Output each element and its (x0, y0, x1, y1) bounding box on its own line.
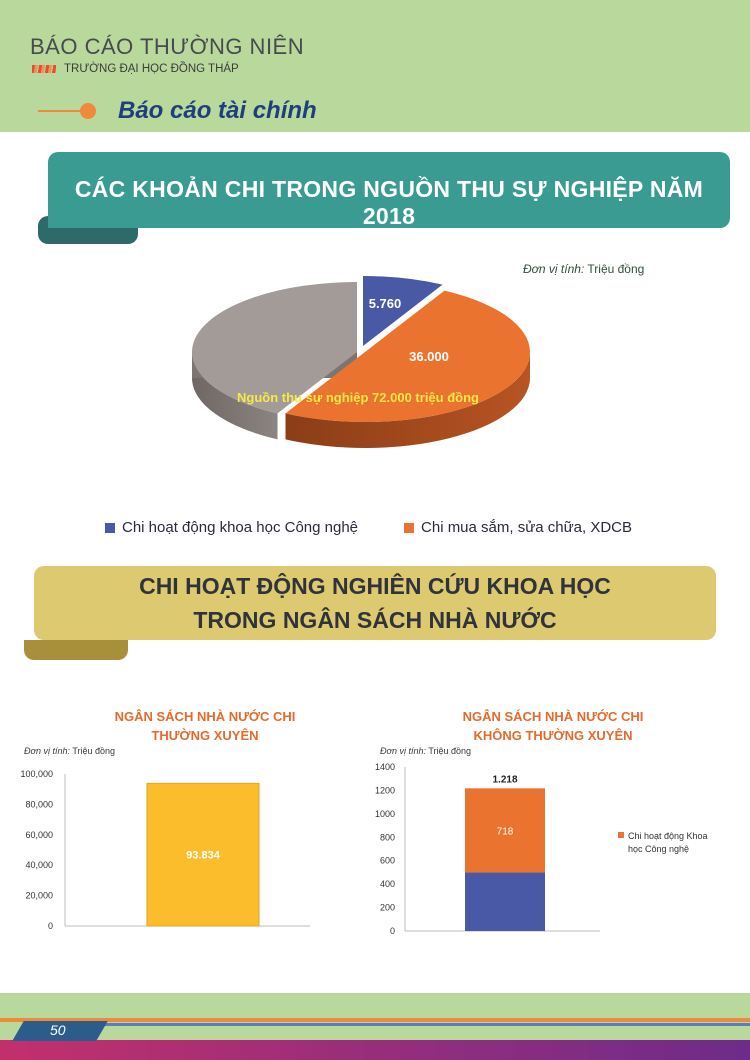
bar2-title-line1: NGÂN SÁCH NHÀ NƯỚC CHI (462, 709, 644, 724)
pie-unit-value: Triệu đồng (587, 262, 645, 276)
bar2-title: NGÂN SÁCH NHÀ NƯỚC CHI KHÔNG THƯỜNG XUYÊ… (408, 707, 698, 745)
bar1-unit-italic: Đơn vị tính: (24, 746, 70, 756)
legend-swatch-orange (404, 522, 415, 533)
bar2-ytick-label: 400 (380, 879, 395, 889)
bar1-ytick-label: 100,000 (20, 769, 53, 779)
banner1-title: CÁC KHOẢN CHI TRONG NGUỒN THU SỰ NGHIỆP … (74, 176, 704, 229)
footer-stripe (0, 1018, 750, 1022)
pie-slice-0 (363, 276, 443, 346)
bar-chart-irregular: 0 200 400 600 800 1000 1200 1400 718 1.218 Chi hoạ… (375, 762, 708, 936)
pie-slice-side-1 (285, 352, 530, 448)
bar2-segment-0 (465, 872, 545, 931)
pie-legend-item-1: Chi hoạt động khoa học Công nghệ (122, 519, 359, 536)
bar2-legend-text-line2: học Công nghệ (628, 844, 689, 854)
bar2-ytick-label: 0 (390, 926, 395, 936)
pie-center-label: Nguồn thu sự nghiệp 72.000 triệu đồng (237, 390, 479, 405)
banner2 (34, 566, 716, 640)
bar2-total-label: 1.218 (492, 774, 517, 785)
pie-unit-italic: Đơn vị tính: (523, 262, 585, 276)
footer-stripe-blue (100, 1023, 750, 1026)
bar2-ytick-label: 200 (380, 903, 395, 913)
bar2-ytick-label: 600 (380, 856, 395, 866)
bar1-ytick-label: 0 (48, 921, 53, 931)
bar1-ytick-label: 80,000 (25, 799, 53, 809)
bar2-legend-swatch (618, 832, 624, 838)
pie-label-science: 5.760 (369, 296, 402, 311)
bar1-ytick-label: 20,000 (25, 891, 53, 901)
bar2-segment-1 (465, 788, 545, 873)
bar2-unit: Đơn vị tính: Triệu đồng (380, 746, 471, 756)
bar2-legend-text-line1: Chi hoạt động Khoa (628, 831, 708, 841)
legend-swatch-blue (105, 522, 115, 533)
pie-slice-1 (285, 290, 530, 422)
bar1-data-label: 93.834 (186, 850, 221, 862)
pie-legend: Chi hoạt động khoa học Công nghệ Chi mua… (105, 519, 632, 536)
bar1-unit-value: Triệu đồng (72, 746, 116, 756)
pie-slice-side-2 (192, 352, 278, 440)
section-rule (38, 110, 88, 112)
pie-unit-label: Đơn vị tính: Triệu đồng (523, 262, 644, 276)
school-line: TRƯỜNG ĐẠI HỌC ĐỒNG THÁP (32, 62, 239, 76)
bar2-segment-label: 718 (497, 826, 514, 837)
pie-slice-2 (191, 282, 357, 414)
bar2-unit-italic: Đơn vị tính: (380, 746, 426, 756)
banner2-title-line2: TRONG NGÂN SÁCH NHÀ NƯỚC (193, 607, 557, 633)
bar2-ytick-label: 1400 (375, 762, 395, 772)
pie-label-purchase: 36.000 (409, 349, 449, 364)
page-number: 50 (50, 1022, 66, 1038)
bar2-ytick-label: 1000 (375, 809, 395, 819)
banner2-title-line1: CHI HOẠT ĐỘNG NGHIÊN CỨU KHOA HỌC (139, 573, 611, 599)
pie-legend-item-2: Chi mua sắm, sửa chữa, XDCB (421, 519, 632, 536)
pie-chart: 5.760 36.000 Nguồn thu sự nghiệp 72.000 tr… (191, 276, 530, 448)
bar1-title: NGÂN SÁCH NHÀ NƯỚC CHI THƯỜNG XUYÊN (60, 707, 350, 745)
bar-chart-regular: 0 20,000 40,000 60,000 80,000 100,000 93.834 (20, 769, 310, 931)
section-label: Báo cáo tài chính (118, 97, 317, 124)
bar2-ytick-label: 800 (380, 832, 395, 842)
bar1-ytick-label: 60,000 (25, 830, 53, 840)
bar1-title-line2: THƯỜNG XUYÊN (151, 728, 259, 743)
bar2-ytick-label: 1200 (375, 785, 395, 795)
section-dot-icon (80, 103, 96, 119)
bar1-title-line1: NGÂN SÁCH NHÀ NƯỚC CHI (114, 709, 296, 724)
bar1-unit: Đơn vị tính: Triệu đồng (24, 746, 115, 756)
banner1 (48, 152, 730, 228)
footer-bar (0, 1040, 750, 1060)
stripes-icon (32, 65, 56, 73)
report-title: BÁO CÁO THƯỜNG NIÊN (30, 34, 305, 59)
bar1-bar (146, 782, 260, 927)
bar1-ytick-label: 40,000 (25, 860, 53, 870)
header-band (0, 0, 750, 132)
bar2-unit-value: Triệu đồng (428, 746, 472, 756)
bar2-title-line2: KHÔNG THƯỜNG XUYÊN (473, 728, 633, 743)
banner2-tab (24, 640, 128, 660)
school-name: TRƯỜNG ĐẠI HỌC ĐỒNG THÁP (64, 63, 239, 75)
